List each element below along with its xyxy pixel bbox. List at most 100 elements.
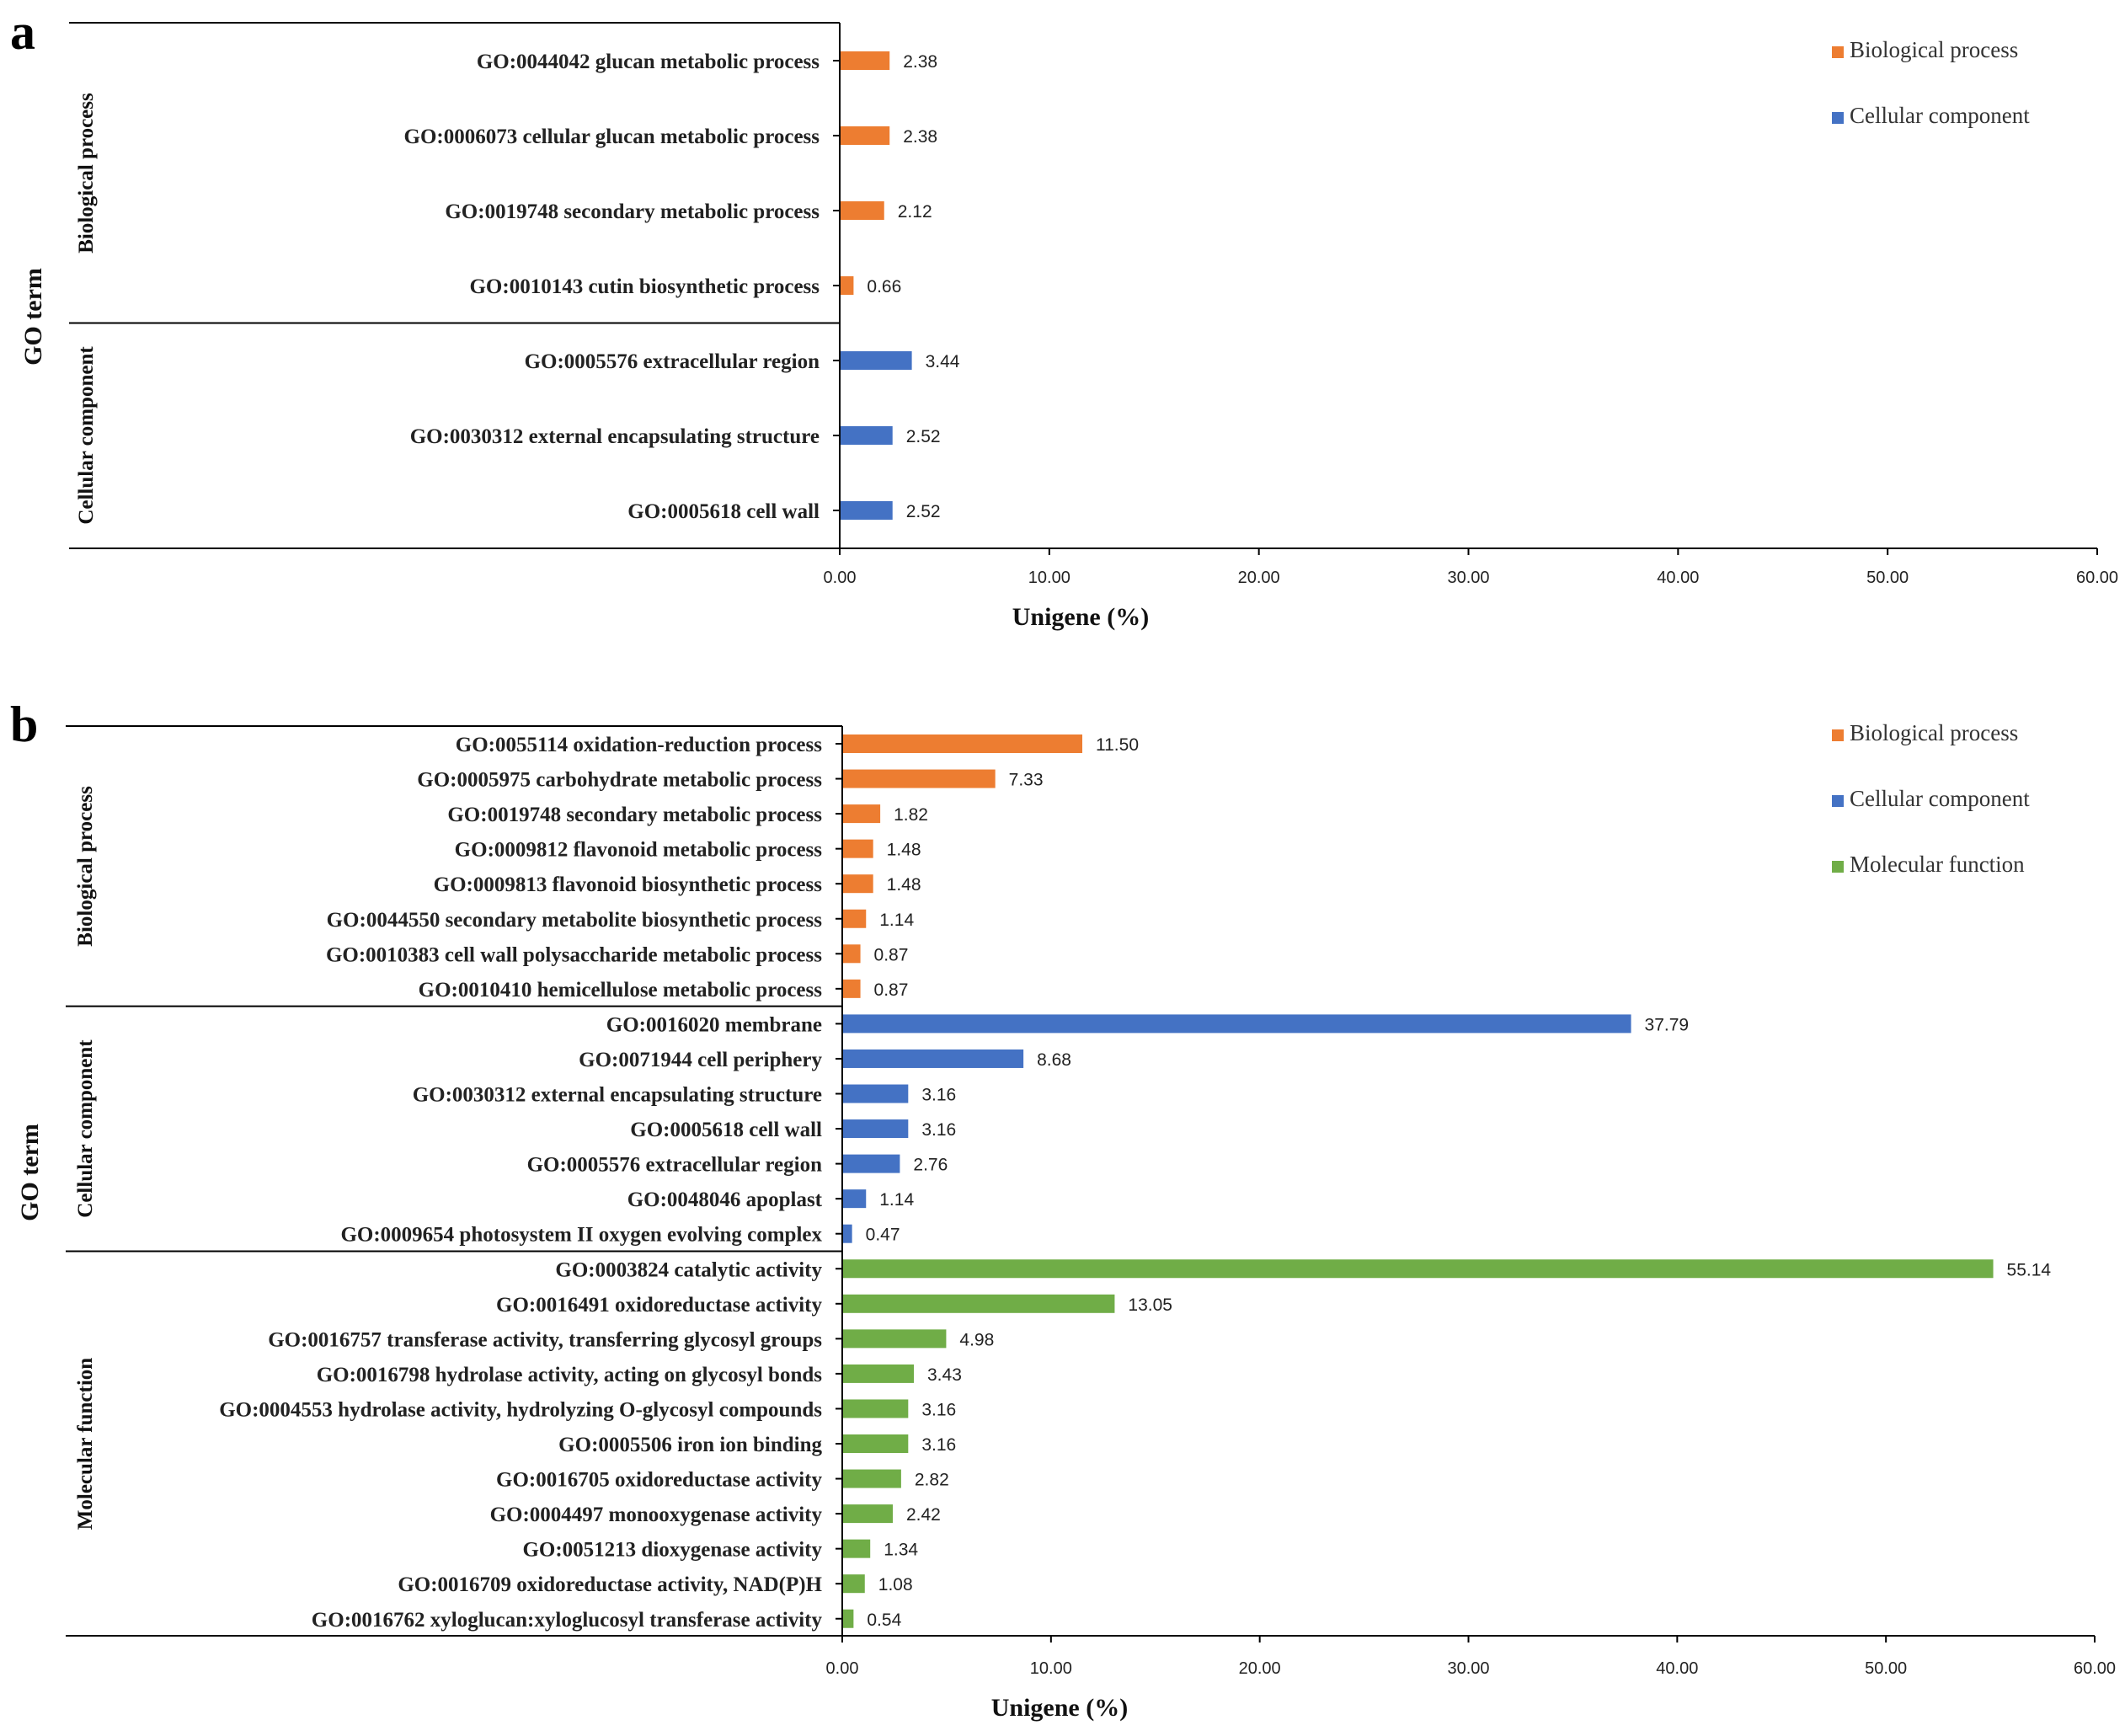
x-tick-label: 40.00 [1656,1659,1698,1678]
bar [841,201,884,220]
go-term-label: GO:0010410 hemicellulose metabolic proce… [419,979,823,1002]
x-tick-label: 30.00 [1447,569,1489,587]
go-term-label: GO:0016491 oxidoreductase activity [496,1294,822,1317]
go-term-label: GO:0044042 glucan metabolic process [477,51,820,73]
legend: Biological process Cellular component Mole… [1832,720,2030,877]
go-term-label: GO:0030312 external encapsulating struct… [410,425,820,448]
go-term-label: GO:0019748 secondary metabolic process [445,200,820,223]
legend: Biological process Cellular component [1832,37,2030,128]
bar [843,1329,947,1349]
go-term-label: GO:0071944 cell periphery [579,1049,822,1071]
bar [843,1469,901,1488]
bar-value-label: 3.16 [921,1120,956,1140]
bar [843,1364,915,1383]
x-tick-label: 20.00 [1239,1659,1281,1678]
panel-letter: a [10,4,35,60]
bar [843,1154,900,1173]
bar [843,1189,867,1209]
bar-value-label: 2.52 [906,502,941,521]
go-term-label: GO:0016757 transferase activity, transfe… [268,1328,822,1351]
bar [841,126,890,145]
bar [841,51,890,70]
go-term-label: GO:0055114 oxidation-reduction process [456,734,822,756]
bar [841,501,893,520]
legend-swatch [1832,112,1844,124]
legend-swatch [1832,729,1844,741]
bar [843,1049,1024,1068]
go-term-label: GO:0006073 cellular glucan metabolic pro… [404,126,820,148]
go-term-label: GO:0030312 external encapsulating struct… [413,1084,822,1107]
bar-value-label: 2.42 [906,1505,941,1525]
bar [843,1399,909,1418]
bar-value-label: 55.14 [2007,1260,2052,1279]
category-label: Biological process [75,93,98,254]
x-axis-title: Unigene (%) [1012,603,1149,631]
bar-value-label: 0.54 [867,1610,901,1630]
x-tick-label: 60.00 [2074,1659,2116,1678]
go-term-label: GO:0016020 membrane [606,1013,822,1036]
bar [841,276,854,295]
bar [843,804,881,824]
go-term-label: GO:0044550 secondary metabolite biosynth… [327,909,823,932]
go-term-label: GO:0003824 catalytic activity [555,1258,822,1281]
bar [843,839,873,858]
go-term-label: GO:0005618 cell wall [627,500,820,523]
bar-value-label: 3.44 [926,352,960,371]
bar-value-label: 1.14 [879,911,914,930]
bar-value-label: 7.33 [1009,771,1044,790]
bar-value-label: 2.82 [915,1471,949,1490]
bar-value-label: 2.12 [898,202,932,222]
go-term-label: GO:0005618 cell wall [630,1119,822,1141]
bar [843,734,1083,753]
go-term-label: GO:0048046 apoplast [627,1188,823,1211]
category-label: Cellular component [74,1039,97,1218]
bar-value-label: 4.98 [959,1330,994,1349]
bar [841,426,893,445]
bar-value-label: 0.87 [874,945,909,964]
x-tick-label: 20.00 [1238,569,1280,587]
bar-value-label: 3.16 [921,1086,956,1105]
bar [843,909,867,928]
bar [843,1574,865,1594]
bar [843,979,861,998]
y-axis-title: GO term [19,268,47,366]
legend-swatch [1832,861,1844,873]
go-term-label: GO:0010383 cell wall polysaccharide meta… [326,943,822,966]
bar-value-label: 0.47 [866,1226,900,1245]
go-term-label: GO:0009812 flavonoid metabolic process [455,839,823,862]
x-tick-label: 10.00 [1028,569,1071,587]
go-term-label: GO:0019748 secondary metabolic process [447,804,822,826]
go-term-label: GO:0016709 oxidoreductase activity, NAD(… [398,1573,822,1596]
legend-swatch [1832,46,1844,58]
bar-value-label: 37.79 [1645,1015,1690,1034]
bar [843,1434,909,1453]
go-term-label: GO:0009654 photosystem II oxygen evolvin… [340,1224,822,1247]
chart-panel-a: a 0.00 10.00 20.00 30.00 40.00 50.00 60.00 Unige… [10,4,2118,631]
x-tick-label: 50.00 [1866,569,1909,587]
bar [843,769,996,788]
panel-letter: b [10,697,38,752]
x-tick-label: 40.00 [1657,569,1699,587]
bar-value-label: 2.52 [906,427,941,446]
category-label: Biological process [74,786,97,947]
bar [843,1504,893,1524]
go-term-label: GO:0016762 xyloglucan:xyloglucosyl trans… [312,1609,823,1632]
bar [843,1539,871,1558]
x-tick-label: 0.00 [826,1659,859,1678]
legend-swatch [1832,795,1844,807]
bar-value-label: 13.05 [1128,1295,1172,1315]
y-axis-title: GO term [16,1124,44,1221]
go-term-label: GO:0005576 extracellular region [525,350,820,373]
legend-label: Cellular component [1850,103,2030,128]
bar-value-label: 11.50 [1096,735,1139,755]
bar-value-label: 3.16 [921,1400,956,1419]
go-term-label: GO:0010143 cutin biosynthetic process [469,275,820,298]
bar-value-label: 1.08 [878,1575,913,1594]
x-tick-label: 60.00 [2076,569,2118,587]
bar [843,1259,1994,1279]
bar [843,1014,1631,1034]
chart-panel-b: b 0.00 10.00 20.00 30.00 40.00 50.00 60.00 Unige… [10,697,2116,1722]
x-tick-label: 50.00 [1865,1659,1907,1678]
x-tick-label: 30.00 [1447,1659,1489,1678]
category-label: Molecular function [74,1358,97,1530]
